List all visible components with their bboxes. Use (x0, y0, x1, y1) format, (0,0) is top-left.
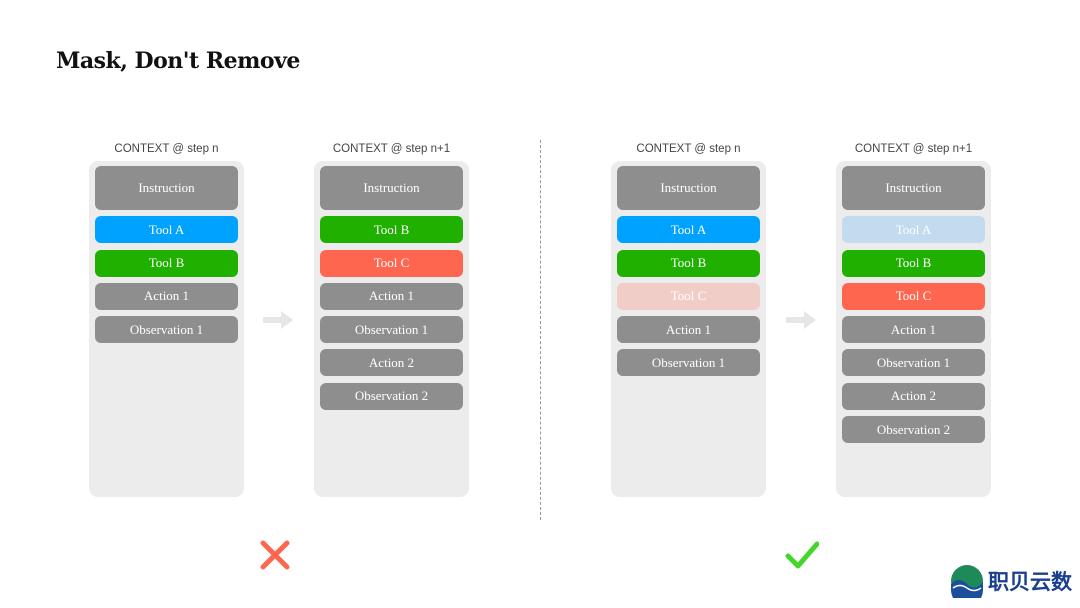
context-item-instruction: Instruction (95, 166, 238, 210)
logo: 职贝云数 (950, 564, 1072, 598)
context-panel: Instruction Tool A Tool B Tool C Action 1 Obs… (836, 161, 991, 497)
context-item-tool-b: Tool B (320, 216, 463, 244)
context-item-tool-a: Tool A (95, 216, 238, 244)
column-label: CONTEXT @ step n (114, 143, 219, 155)
column-label: CONTEXT @ step n+1 (854, 143, 973, 155)
context-item-observation-2: Observation 2 (842, 416, 985, 444)
context-item-action-1: Action 1 (617, 316, 760, 344)
context-item-action-2: Action 2 (842, 382, 985, 410)
context-item-action-2: Action 2 (320, 349, 463, 377)
context-column-remove-step-n1: CONTEXT @ step n+1 Instruction Tool B Tool … (314, 143, 469, 497)
context-panel: Instruction Tool B Tool C Action 1 Observati… (314, 161, 469, 497)
context-item-tool-a: Tool A (842, 216, 985, 244)
cross-icon (260, 540, 290, 570)
context-item-action-1: Action 1 (320, 282, 463, 310)
context-item-action-1: Action 1 (842, 316, 985, 344)
context-item-observation-1: Observation 1 (95, 316, 238, 344)
arrow-right-icon (263, 311, 293, 329)
context-panel: Instruction Tool A Tool B Action 1 Observati… (89, 161, 244, 497)
context-item-instruction: Instruction (617, 166, 760, 210)
column-label: CONTEXT @ step n+1 (332, 143, 451, 155)
context-item-tool-b: Tool B (617, 249, 760, 277)
context-item-observation-2: Observation 2 (320, 382, 463, 410)
context-item-observation-1: Observation 1 (320, 316, 463, 344)
context-item-instruction: Instruction (320, 166, 463, 210)
context-item-tool-a: Tool A (617, 216, 760, 244)
arrow-right-icon (786, 311, 816, 329)
divider (540, 140, 541, 520)
context-column-mask-step-n1: CONTEXT @ step n+1 Instruction Tool A Tool … (836, 143, 991, 497)
context-item-tool-b: Tool B (842, 249, 985, 277)
context-item-observation-1: Observation 1 (842, 349, 985, 377)
context-item-tool-b: Tool B (95, 249, 238, 277)
context-item-observation-1: Observation 1 (617, 349, 760, 377)
logo-text: 职贝云数 (988, 571, 1072, 594)
context-column-remove-step-n: CONTEXT @ step n Instruction Tool A Tool B A… (89, 143, 244, 497)
context-item-tool-c: Tool C (617, 282, 760, 310)
column-label: CONTEXT @ step n (636, 143, 741, 155)
context-item-action-1: Action 1 (95, 282, 238, 310)
logo-wave-icon (951, 565, 983, 598)
check-icon (785, 541, 819, 569)
context-panel: Instruction Tool A Tool B Tool C Action 1 Obs… (611, 161, 766, 497)
context-item-instruction: Instruction (842, 166, 985, 210)
context-item-tool-c: Tool C (842, 282, 985, 310)
context-column-mask-step-n: CONTEXT @ step n Instruction Tool A Tool B T… (611, 143, 766, 497)
context-item-tool-c: Tool C (320, 249, 463, 277)
page-title: Mask, Don't Remove (56, 48, 300, 74)
